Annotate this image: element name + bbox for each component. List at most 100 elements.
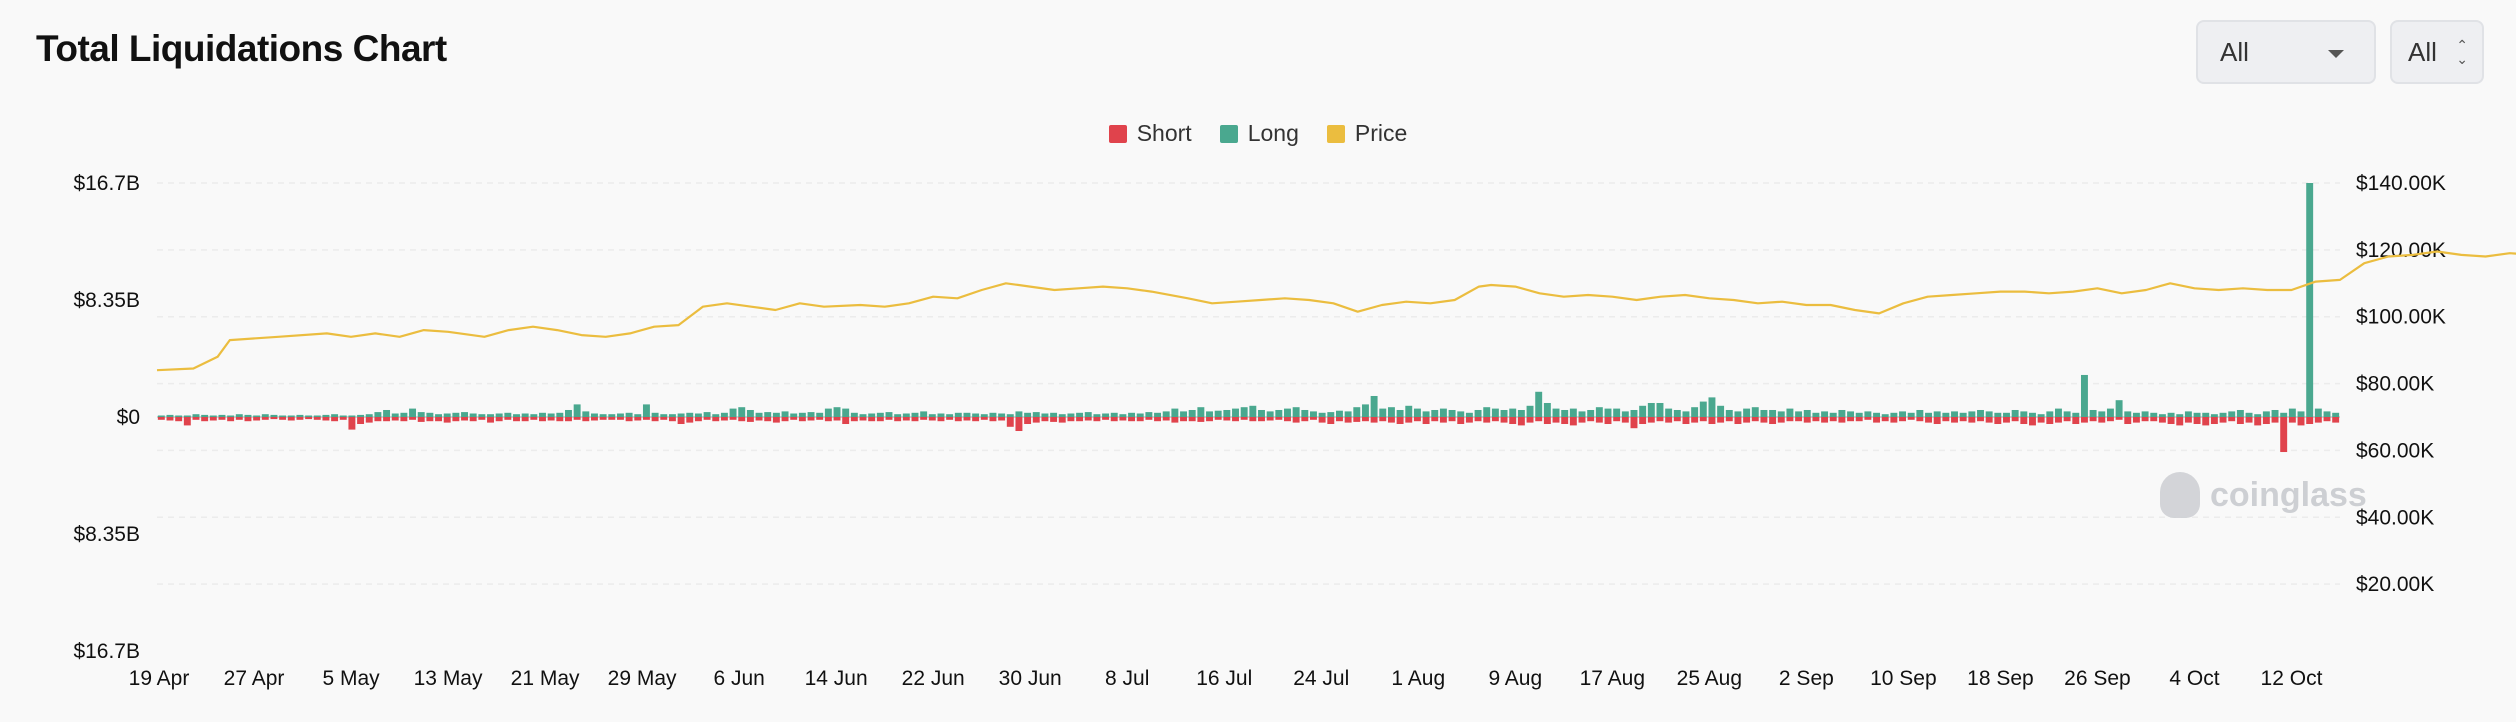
short-bar xyxy=(287,417,295,421)
long-bar xyxy=(1734,411,1742,417)
long-bar xyxy=(1206,411,1213,417)
short-bar xyxy=(1526,417,1534,423)
short-bar xyxy=(1829,417,1837,422)
long-bar xyxy=(1310,411,1317,417)
long-bar xyxy=(417,412,425,417)
long-bar xyxy=(842,408,850,417)
long-bar xyxy=(2228,411,2236,417)
short-bar xyxy=(660,417,668,420)
short-bar xyxy=(1509,417,1517,425)
short-bar xyxy=(1180,417,1187,422)
short-bar xyxy=(1266,417,1274,421)
short-bar xyxy=(1214,417,1222,420)
long-bar xyxy=(374,412,382,417)
long-bar xyxy=(1491,408,1499,417)
short-bar xyxy=(1457,417,1465,425)
short-bar xyxy=(1682,417,1690,425)
short-bar xyxy=(720,417,728,421)
short-bar xyxy=(487,417,494,423)
long-bar xyxy=(192,414,200,417)
short-bar xyxy=(591,417,598,421)
short-bar xyxy=(1517,417,1525,426)
short-bar xyxy=(1578,417,1586,423)
long-bar xyxy=(2003,412,2010,417)
x-axis-tick: 12 Oct xyxy=(2261,667,2323,690)
short-bar xyxy=(2124,417,2132,425)
coin-select[interactable]: All ⌃ ⌄ xyxy=(2390,20,2484,84)
long-bar xyxy=(357,414,365,417)
long-bar xyxy=(824,408,832,417)
short-bar xyxy=(2167,417,2175,425)
long-bar xyxy=(2098,411,2106,417)
legend-item-long[interactable]: Long xyxy=(1219,120,1299,147)
long-bar xyxy=(902,413,910,417)
long-bar xyxy=(885,412,893,417)
long-bar xyxy=(1292,407,1300,417)
long-bar xyxy=(1985,411,1993,417)
short-bar xyxy=(1431,417,1439,422)
short-bar xyxy=(253,417,261,421)
long-bar xyxy=(1647,402,1655,417)
short-bar xyxy=(391,417,399,421)
long-bar xyxy=(2037,414,2045,417)
short-bar xyxy=(1171,417,1179,423)
legend-swatch-price xyxy=(1326,124,1345,143)
long-bar xyxy=(1249,405,1257,417)
short-bar xyxy=(1734,417,1742,425)
short-bar xyxy=(599,417,607,420)
long-bar xyxy=(2080,374,2088,417)
short-bar xyxy=(755,417,763,421)
long-bar xyxy=(1076,412,1084,417)
long-bar xyxy=(1084,412,1092,417)
short-bar xyxy=(2245,417,2253,423)
short-bar xyxy=(1310,417,1317,420)
short-bar xyxy=(2332,417,2340,423)
short-bar xyxy=(1145,417,1153,420)
x-axis-tick: 21 May xyxy=(511,667,580,690)
long-bar xyxy=(1959,412,1967,417)
range-select[interactable]: All xyxy=(2196,20,2376,84)
x-axis-tick: 1 Aug xyxy=(1391,667,1445,690)
long-bar xyxy=(1673,409,1681,417)
long-bar xyxy=(1743,408,1751,417)
long-bar xyxy=(1353,407,1361,417)
short-bar xyxy=(469,417,477,422)
short-bar xyxy=(513,417,520,422)
short-bar xyxy=(1292,417,1300,423)
long-bar xyxy=(781,411,789,417)
long-bar xyxy=(2280,412,2288,417)
short-bar xyxy=(911,417,919,422)
long-bar xyxy=(1994,412,2002,417)
long-bar xyxy=(331,414,339,417)
short-bar xyxy=(2280,417,2288,453)
long-bar xyxy=(235,414,243,417)
long-bar xyxy=(1725,409,1733,417)
long-bar xyxy=(1275,409,1283,417)
short-bar xyxy=(2254,417,2262,426)
short-bar xyxy=(1604,417,1612,425)
legend-item-price[interactable]: Price xyxy=(1326,120,1407,147)
short-bar xyxy=(1881,417,1889,422)
x-axis-tick: 19 Apr xyxy=(129,667,190,690)
long-bar xyxy=(469,413,477,417)
short-bar xyxy=(556,417,564,422)
long-bar xyxy=(2124,411,2132,417)
x-axis-tick: 24 Jul xyxy=(1293,667,1349,690)
short-bar xyxy=(625,417,633,422)
long-bar xyxy=(946,414,954,417)
short-bar xyxy=(339,417,347,420)
short-bar xyxy=(2115,417,2123,420)
x-axis-tick: 25 Aug xyxy=(1677,667,1742,690)
long-bar xyxy=(1128,412,1136,417)
long-bar xyxy=(261,414,269,417)
legend-item-short[interactable]: Short xyxy=(1108,120,1192,147)
short-bar xyxy=(642,417,650,420)
short-bar xyxy=(1864,417,1872,420)
long-bar xyxy=(270,414,278,417)
long-bar xyxy=(1465,412,1473,417)
short-bar xyxy=(322,417,330,421)
short-bar xyxy=(1665,417,1673,423)
short-bar xyxy=(842,417,850,425)
short-bar xyxy=(1067,417,1075,422)
